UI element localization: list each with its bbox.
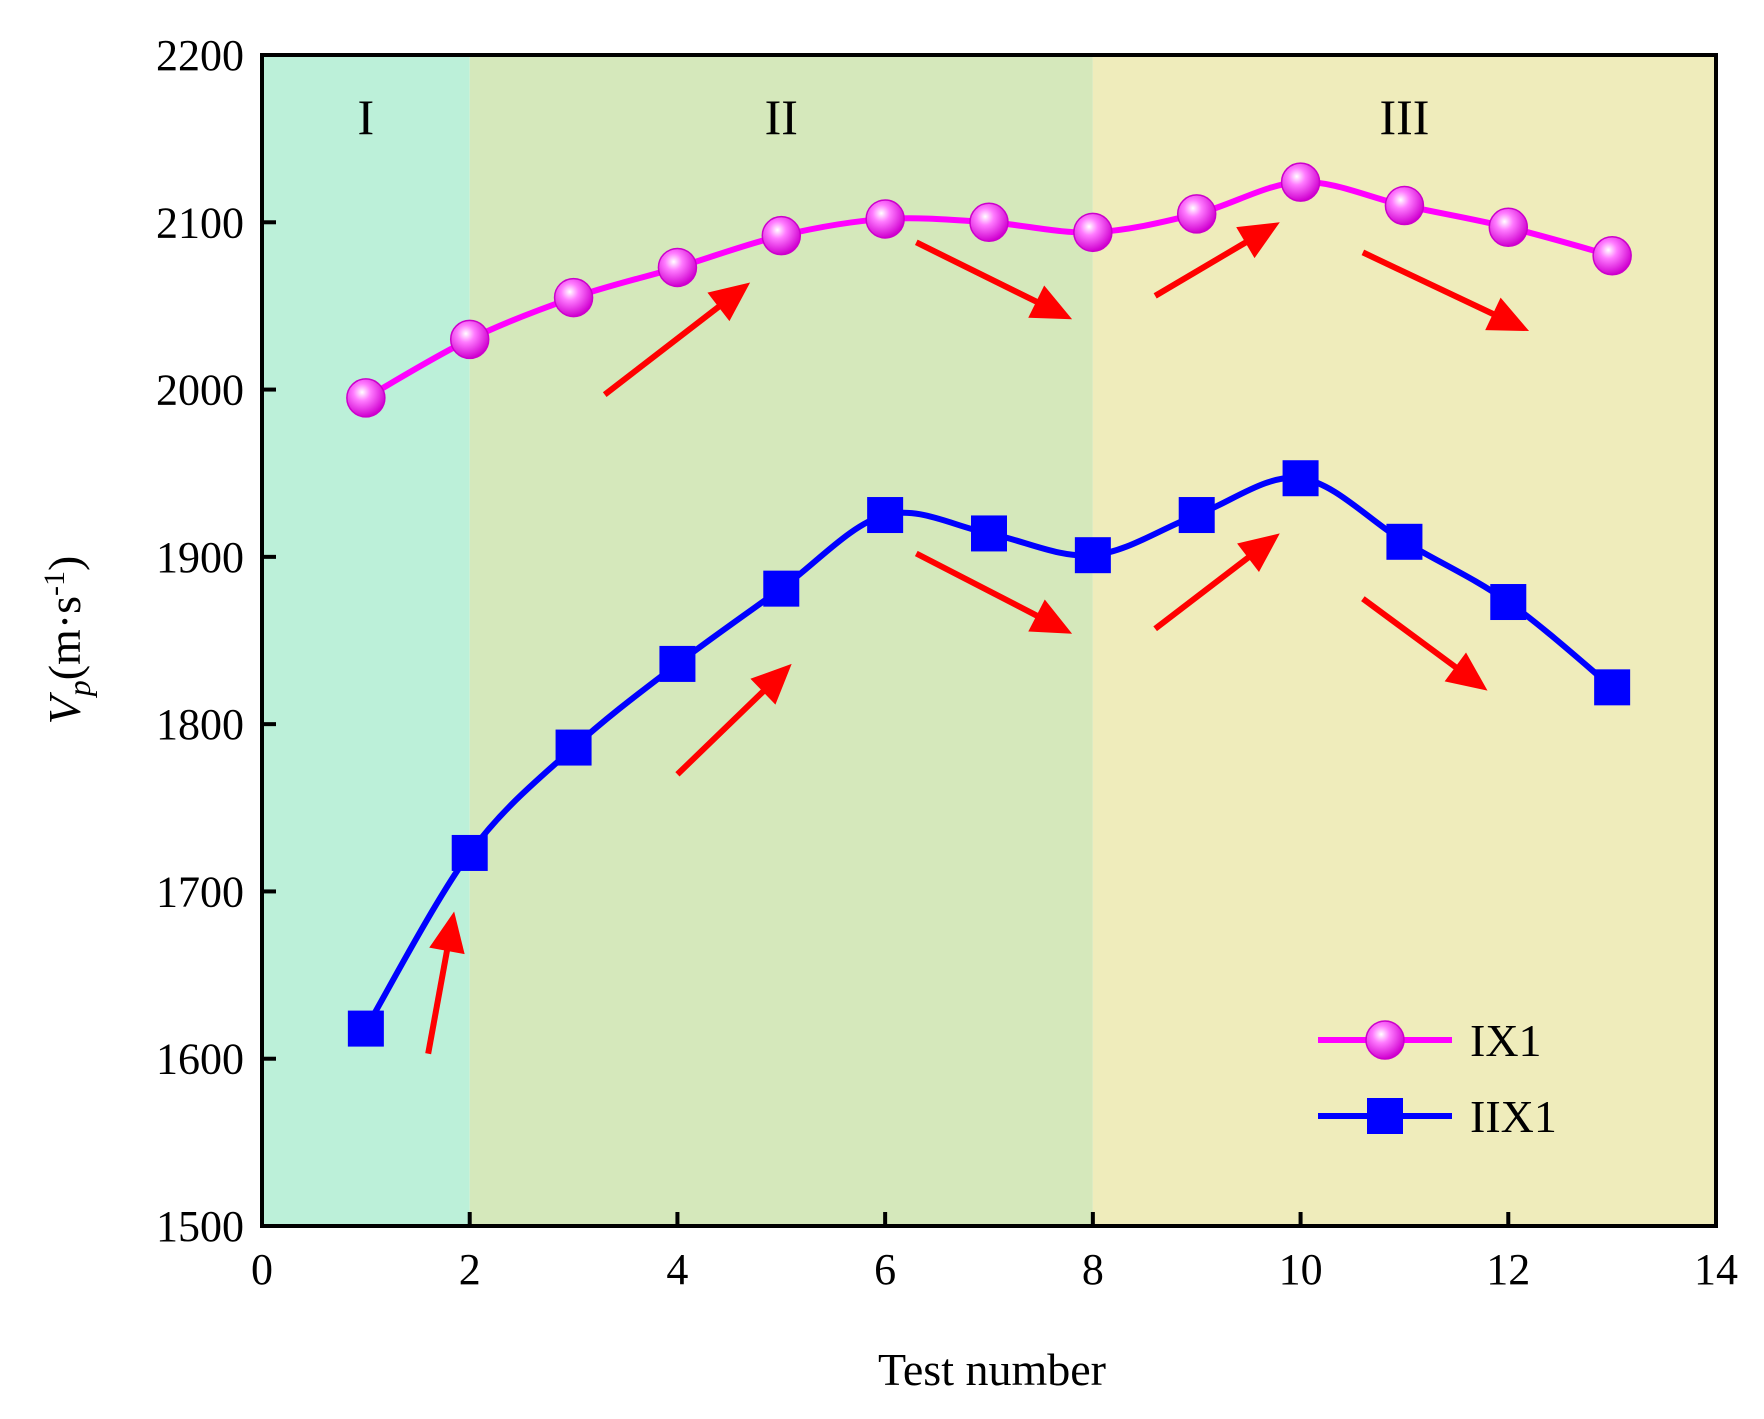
y-tick-label-2000: 2000: [156, 366, 244, 415]
trend-arrow-shaft: [1153, 239, 1249, 299]
region-label-1: I: [358, 89, 375, 145]
point-IIX1-12: [1490, 584, 1527, 621]
point-IIX1-5: [763, 570, 800, 607]
point-IIX1-4: [659, 645, 696, 682]
y-tick-label-1600: 1600: [156, 1035, 244, 1084]
trend-arrow-shaft: [914, 550, 1040, 620]
point-IIX1-7: [971, 515, 1007, 552]
region-label-3: III: [1379, 89, 1429, 145]
trend-arrow-shaft: [675, 688, 767, 777]
point-IIX1-1: [347, 1010, 384, 1047]
y-tick-label-1700: 1700: [156, 867, 244, 916]
trend-arrow-5: [425, 911, 465, 1055]
trend-arrow-7: [914, 550, 1073, 634]
trend-arrow-3: [1153, 222, 1280, 299]
trend-arrow-head: [1028, 599, 1073, 634]
legend-label-IX1: IX1: [1470, 1015, 1542, 1066]
y-axis-title: Vp(m·s-1): [38, 556, 97, 725]
point-IX1-8: [1073, 212, 1113, 253]
point-IX1-10: [1280, 162, 1321, 202]
legend-label-IIX1: IIX1: [1470, 1091, 1557, 1142]
point-IX1-11: [1384, 185, 1425, 226]
point-IX1-3: [553, 277, 594, 318]
trend-arrow-head: [1444, 652, 1488, 691]
point-IIX1-9: [1178, 497, 1215, 534]
point-IIX1-6: [867, 497, 904, 534]
point-IX1-12: [1488, 207, 1529, 248]
point-IX1-2: [449, 319, 490, 360]
trend-arrow-6: [675, 663, 792, 777]
legend-item-IX1: IX1: [1318, 1015, 1542, 1066]
x-tick-label-10: 10: [1279, 1245, 1323, 1294]
y-tick-label-1900: 1900: [156, 533, 244, 582]
point-IIX1-2: [451, 834, 488, 871]
trend-arrow-shaft: [1153, 554, 1252, 632]
trend-arrow-head: [750, 663, 792, 705]
point-IX1-9: [1176, 194, 1217, 234]
trend-arrow-4: [1361, 249, 1530, 332]
y-tick-label-2200: 2200: [156, 31, 244, 80]
region-label-2: II: [765, 89, 798, 145]
y-tick-label-2100: 2100: [156, 198, 244, 247]
axes: 0 2 4 6 8 10 12 14 1500 1600 1700 1800 1900 2000 2100 2…: [156, 31, 1738, 1294]
trend-arrow-head: [707, 282, 751, 322]
trend-arrow-shaft: [1361, 249, 1496, 318]
point-IX1-6: [865, 199, 905, 239]
x-tick-label-2: 2: [459, 1245, 481, 1294]
trend-arrow-head: [1236, 222, 1280, 259]
trend-arrow-head: [1237, 533, 1280, 573]
point-IX1-4: [657, 247, 698, 288]
trend-arrow-shaft: [1361, 596, 1459, 671]
legend-marker-IX1: [1365, 1020, 1405, 1060]
trend-arrow-shaft: [602, 303, 722, 397]
point-IIX1-3: [555, 729, 592, 766]
trend-arrows: [425, 222, 1530, 1055]
trend-arrow-head: [429, 911, 465, 955]
plot-frame: [260, 53, 1718, 1228]
x-tick-label-6: 6: [874, 1245, 896, 1294]
trend-arrow-9: [1361, 596, 1488, 691]
point-IX1-13: [1592, 235, 1632, 276]
point-IIX1-11: [1386, 523, 1423, 560]
x-tick-label-8: 8: [1082, 1245, 1104, 1294]
trend-arrow-head: [1485, 297, 1530, 332]
region-labels: I II III: [358, 89, 1430, 145]
point-IIX1-13: [1594, 669, 1631, 706]
point-IX1-1: [346, 378, 386, 418]
trend-arrow-head: [1028, 285, 1073, 320]
point-IX1-7: [969, 202, 1009, 243]
x-tick-label-0: 0: [251, 1245, 273, 1294]
y-tick-label-1800: 1800: [156, 700, 244, 749]
legend-marker-IIX1: [1367, 1098, 1403, 1134]
legend-item-IIX1: IIX1: [1318, 1091, 1557, 1142]
trend-arrow-shaft: [425, 948, 451, 1055]
point-IIX1-10: [1282, 460, 1319, 497]
trend-arrow-2: [914, 239, 1073, 320]
legend: IX1 IIX1: [1318, 1015, 1557, 1142]
trend-arrow-1: [602, 282, 751, 397]
x-tick-label-14: 14: [1694, 1245, 1738, 1294]
series-markers: [346, 162, 1632, 1047]
x-tick-label-12: 12: [1486, 1245, 1530, 1294]
trend-arrow-shaft: [914, 239, 1040, 306]
x-axis-title: Test number: [878, 1344, 1106, 1395]
x-tick-label-4: 4: [666, 1245, 688, 1294]
y-tick-label-1500: 1500: [156, 1202, 244, 1251]
region-1: [262, 55, 470, 1226]
point-IIX1-8: [1074, 537, 1111, 574]
trend-arrow-8: [1153, 533, 1280, 632]
point-IX1-5: [761, 215, 802, 256]
